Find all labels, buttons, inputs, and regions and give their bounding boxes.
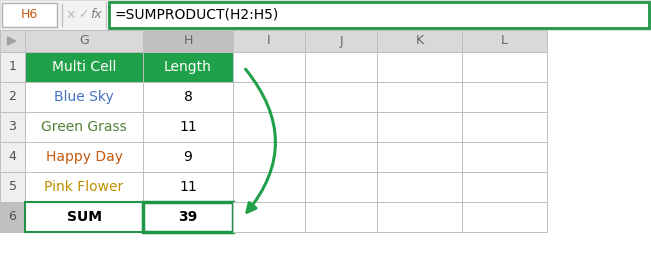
Bar — [462, 172, 547, 202]
Bar — [305, 202, 377, 232]
Bar — [143, 52, 233, 82]
Bar — [377, 202, 462, 232]
Bar — [0, 0, 651, 30]
Bar — [233, 52, 305, 82]
Text: Multi Cell: Multi Cell — [52, 60, 116, 74]
Text: 1: 1 — [8, 61, 16, 74]
Text: 6: 6 — [8, 211, 16, 224]
Bar — [0, 52, 25, 82]
Bar — [25, 142, 143, 172]
Bar — [305, 112, 377, 142]
Bar — [25, 30, 143, 52]
Bar — [233, 172, 305, 202]
Bar — [143, 202, 233, 232]
Bar — [462, 52, 547, 82]
Bar — [143, 30, 233, 52]
Bar — [377, 112, 462, 142]
Bar — [462, 82, 547, 112]
Text: 3: 3 — [8, 120, 16, 133]
Bar — [233, 82, 305, 112]
Bar — [377, 82, 462, 112]
Text: Blue Sky: Blue Sky — [54, 90, 114, 104]
Text: 11: 11 — [179, 120, 197, 134]
Bar — [377, 52, 462, 82]
Text: H: H — [184, 35, 193, 48]
Bar — [305, 30, 377, 52]
Text: 39: 39 — [178, 210, 198, 224]
Bar — [305, 142, 377, 172]
Bar — [305, 52, 377, 82]
Text: H6: H6 — [20, 9, 38, 22]
Bar — [305, 172, 377, 202]
Bar — [143, 142, 233, 172]
Text: 8: 8 — [184, 90, 193, 104]
Bar — [2, 3, 57, 27]
Bar — [0, 82, 25, 112]
Bar — [25, 82, 143, 112]
Polygon shape — [8, 37, 16, 45]
Text: SUM: SUM — [66, 210, 102, 224]
Bar — [377, 142, 462, 172]
Bar — [233, 30, 305, 52]
Text: =SUMPRODUCT(H2:H5): =SUMPRODUCT(H2:H5) — [115, 8, 279, 22]
Bar — [462, 202, 547, 232]
Text: ✕: ✕ — [66, 9, 76, 22]
Bar — [233, 112, 305, 142]
Text: 4: 4 — [8, 151, 16, 164]
Bar — [25, 172, 143, 202]
Bar — [0, 172, 25, 202]
Text: K: K — [415, 35, 424, 48]
Text: Pink Flower: Pink Flower — [44, 180, 124, 194]
Text: Happy Day: Happy Day — [46, 150, 122, 164]
Bar — [25, 112, 143, 142]
Bar — [143, 112, 233, 142]
Text: ✓: ✓ — [77, 9, 89, 22]
Bar — [377, 172, 462, 202]
Bar — [377, 30, 462, 52]
Text: 5: 5 — [8, 180, 16, 193]
Text: G: G — [79, 35, 89, 48]
Bar — [143, 172, 233, 202]
Bar — [0, 202, 25, 232]
Text: 11: 11 — [179, 180, 197, 194]
Bar — [143, 82, 233, 112]
Text: fx: fx — [90, 9, 102, 22]
Bar — [0, 142, 25, 172]
Bar — [0, 112, 25, 142]
Text: I: I — [267, 35, 271, 48]
Bar — [462, 142, 547, 172]
Text: L: L — [501, 35, 508, 48]
Text: J: J — [339, 35, 343, 48]
Bar — [462, 30, 547, 52]
Bar — [305, 82, 377, 112]
Bar — [0, 30, 25, 52]
Bar — [25, 52, 143, 82]
Bar — [233, 142, 305, 172]
Bar — [25, 202, 143, 232]
Bar — [109, 2, 649, 28]
Bar — [233, 202, 305, 232]
Text: Green Grass: Green Grass — [41, 120, 127, 134]
Bar — [462, 112, 547, 142]
Text: 2: 2 — [8, 90, 16, 103]
Text: 9: 9 — [184, 150, 193, 164]
Text: Length: Length — [164, 60, 212, 74]
